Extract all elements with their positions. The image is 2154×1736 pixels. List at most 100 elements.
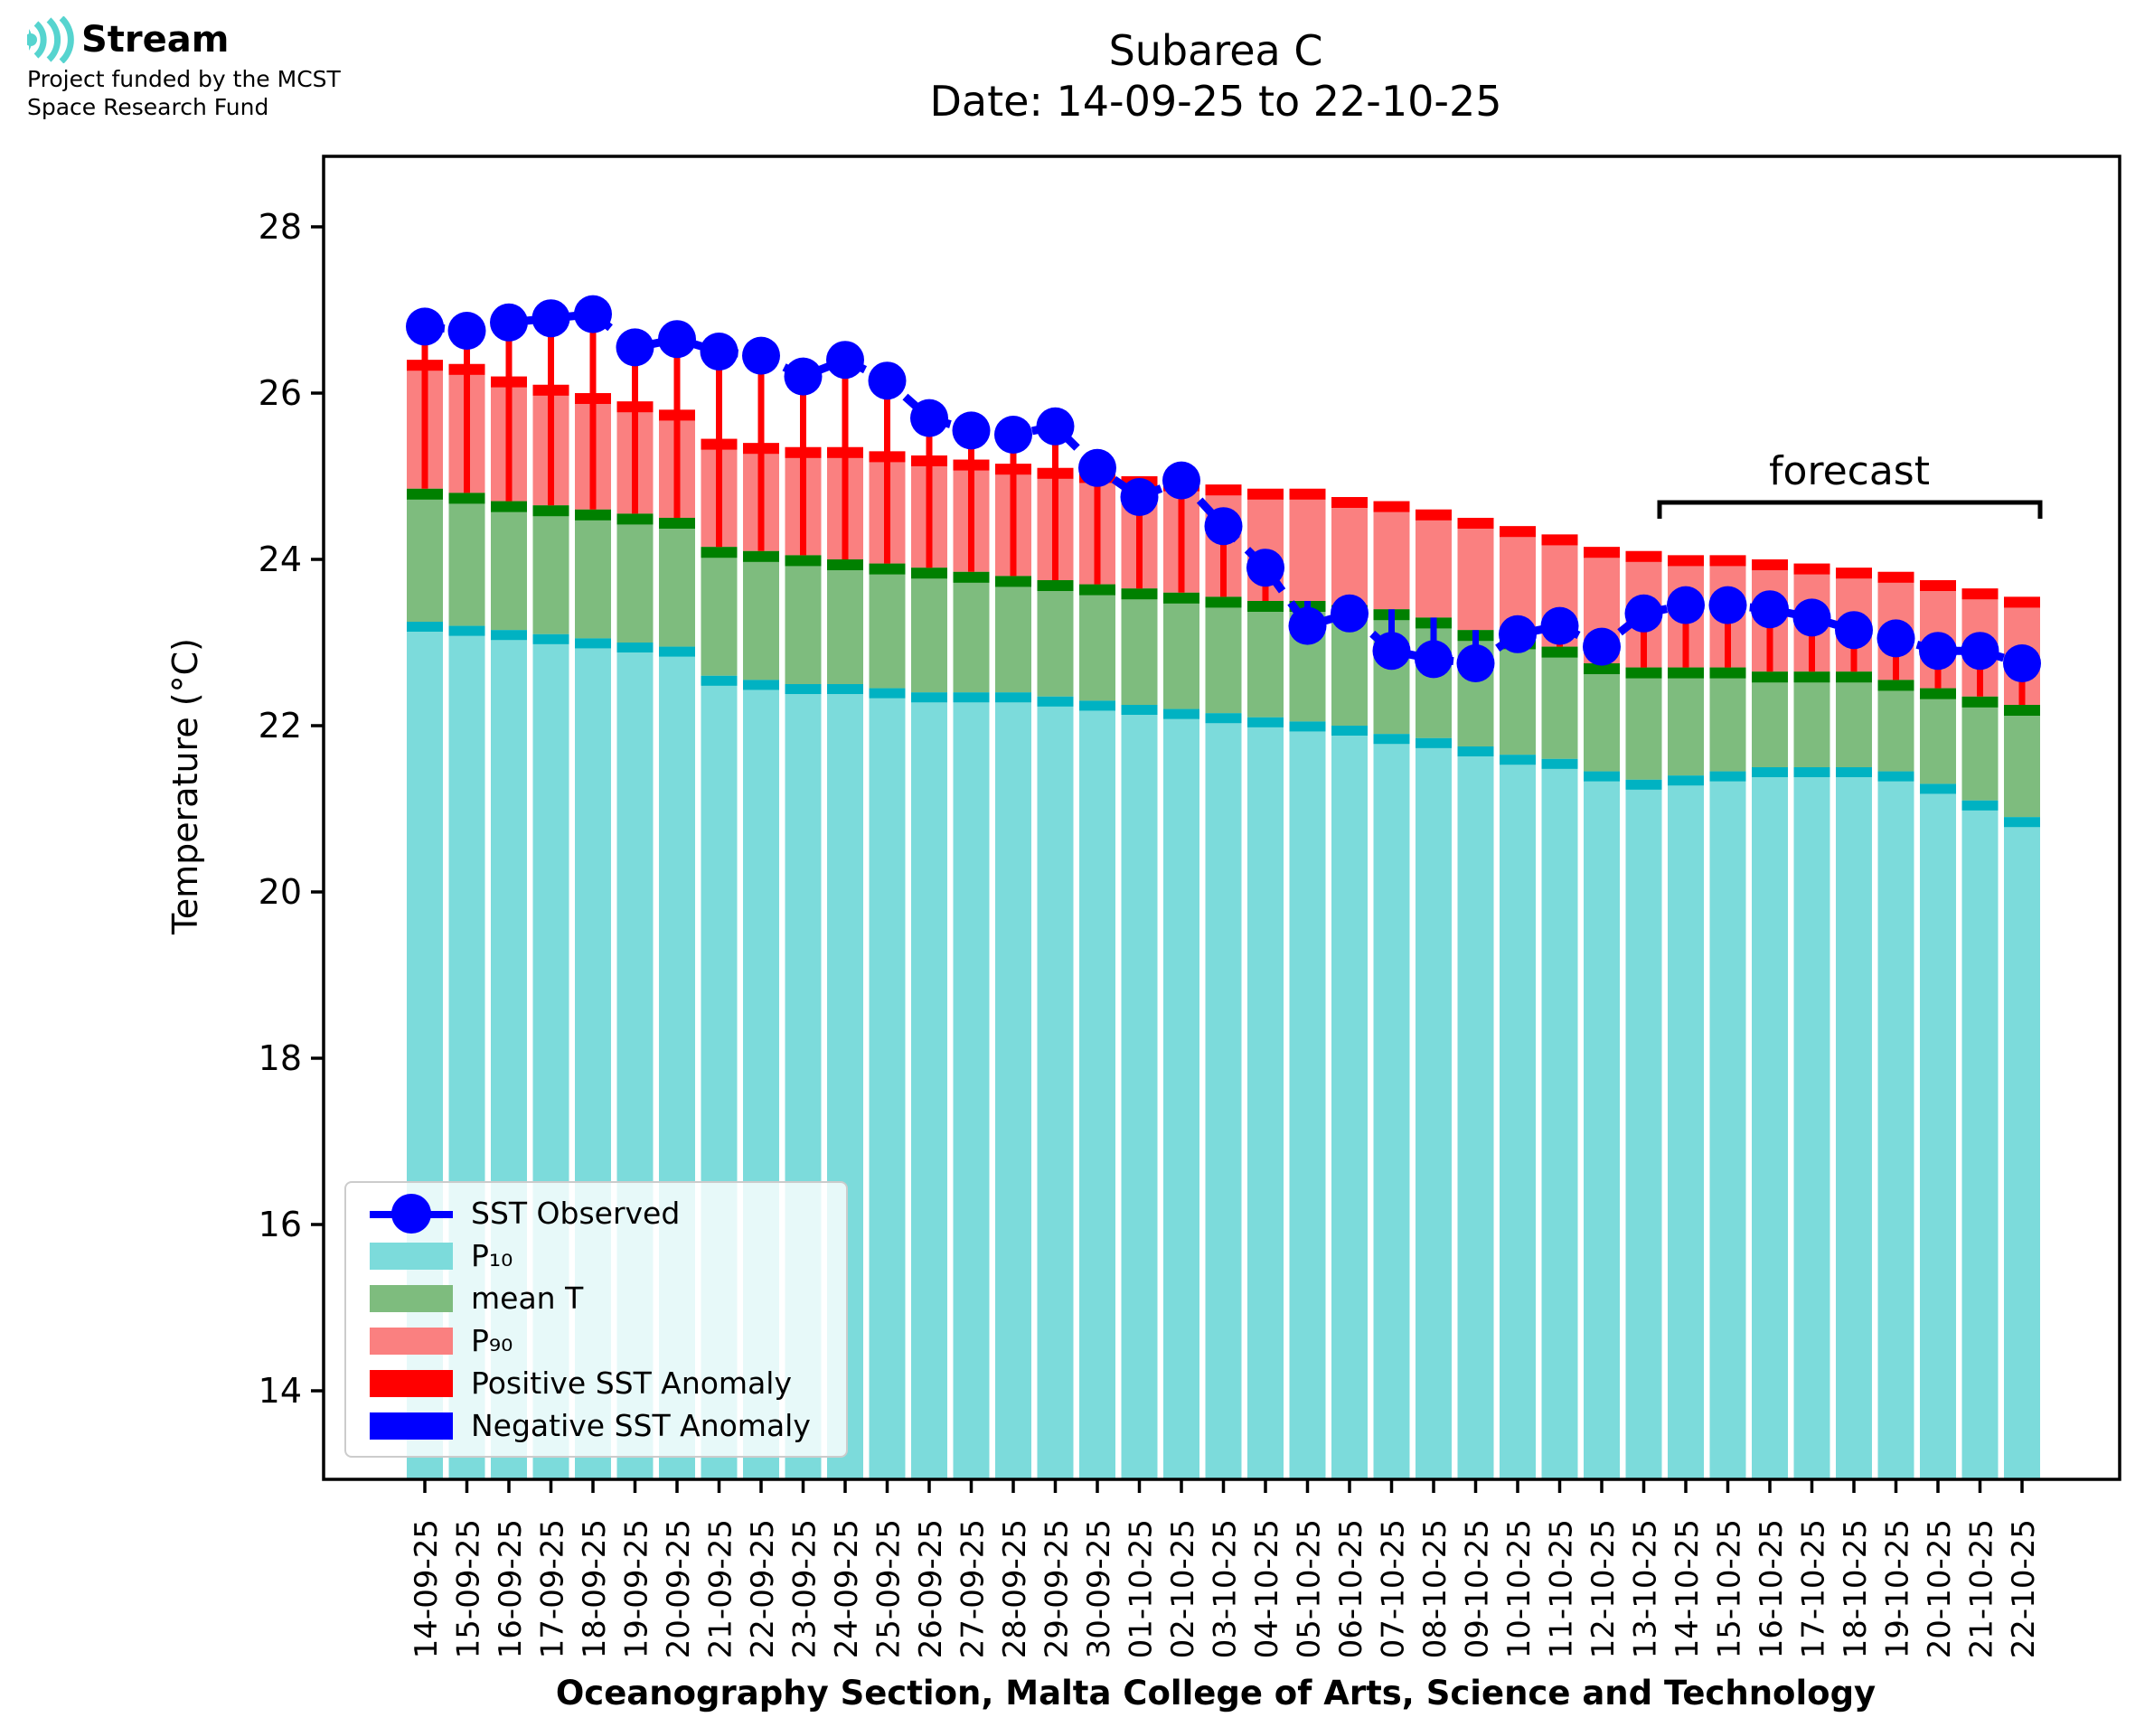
p90-cap	[1625, 550, 1662, 562]
x-tick-label: 11-10-25	[1544, 1519, 1580, 1658]
p90-cap	[1205, 484, 1242, 496]
sst-observed-marker	[1331, 594, 1369, 633]
sst-observed-marker	[1372, 632, 1411, 671]
p10-bar	[869, 688, 906, 1479]
p90-cap	[1541, 534, 1578, 546]
mean-cap	[953, 571, 990, 583]
p10-bar	[1331, 726, 1368, 1479]
x-tick-label: 19-09-25	[619, 1519, 655, 1658]
sst-observed-marker	[1162, 461, 1200, 500]
p90-cap	[1331, 497, 1368, 508]
mean-cap	[532, 505, 569, 517]
p10-cap	[1331, 726, 1368, 736]
x-tick-label: 12-10-25	[1585, 1519, 1622, 1658]
p90-cap	[1836, 568, 1872, 579]
mean-bar	[1920, 688, 1956, 784]
p90-cap	[1416, 509, 1452, 521]
mean-cap	[1541, 646, 1578, 658]
x-tick-label: 21-10-25	[1964, 1519, 2000, 1658]
p90-bar	[1331, 497, 1368, 605]
funding-text-line1: Project funded by the MCST	[27, 66, 341, 92]
p10-cap	[1416, 737, 1452, 748]
p10-cap	[1961, 800, 1999, 811]
x-tick-label: 22-10-25	[2006, 1519, 2042, 1658]
p10-bar	[1247, 717, 1284, 1479]
mean-cap	[701, 547, 738, 558]
x-tick-label: 01-10-25	[1124, 1519, 1160, 1658]
mean-cap	[1709, 667, 1746, 679]
p10-cap	[1163, 708, 1199, 719]
sst-observed-marker	[1540, 606, 1579, 645]
mean-bar	[659, 518, 695, 647]
mean-bar	[1793, 671, 1830, 767]
legend-entry-negative-sst-anomaly: Negative SST Anomaly	[370, 1408, 846, 1444]
p10-bar	[1373, 734, 1410, 1479]
y-tick-label: 24	[259, 540, 302, 579]
legend-label: SST Observed	[471, 1196, 681, 1231]
sst-observed-marker	[1708, 586, 1747, 624]
y-tick-label: 16	[259, 1205, 302, 1244]
x-tick-label: 16-10-25	[1754, 1519, 1790, 1658]
sst-observed-marker	[994, 416, 1032, 454]
plot-frame	[322, 155, 2121, 1481]
mean-cap	[911, 568, 947, 579]
p10-bar	[1416, 737, 1452, 1479]
y-tick-label: 18	[259, 1038, 302, 1078]
p10-cap	[953, 692, 990, 703]
sst-observed-marker	[1751, 590, 1789, 629]
x-tick-label: 10-10-25	[1501, 1519, 1538, 1658]
mean-bar	[448, 493, 485, 626]
p10-bar	[1457, 746, 1494, 1479]
p10-bar	[1877, 771, 1914, 1479]
legend-label: Negative SST Anomaly	[471, 1408, 811, 1443]
p10-bar	[953, 692, 990, 1479]
p90-cap	[1373, 501, 1410, 512]
p90-cap	[2004, 596, 2040, 608]
mean-bar	[701, 547, 738, 676]
p10-bar	[1079, 700, 1115, 1479]
p10-cap	[1668, 775, 1704, 786]
p10-cap	[1541, 758, 1578, 769]
p90-cap	[1584, 547, 1620, 558]
mean-cap	[785, 555, 822, 567]
p90-bar	[1373, 501, 1410, 610]
sst-observed-marker	[868, 361, 907, 400]
mean-cap	[827, 559, 863, 570]
mean-bar	[1752, 671, 1788, 767]
mean-cap	[448, 493, 485, 504]
mean-bar	[869, 563, 906, 689]
p10-cap	[1247, 717, 1284, 727]
sst-observed-marker	[1036, 407, 1075, 446]
sst-observed-marker	[826, 341, 864, 380]
p10-cap	[448, 625, 485, 636]
p90-bar	[1416, 509, 1452, 618]
p90-cap	[1247, 488, 1284, 500]
mean-bar	[1121, 588, 1158, 705]
sst-observed-marker	[742, 336, 780, 375]
x-tick-label: 03-10-25	[1208, 1519, 1244, 1658]
x-tick-label: 28-09-25	[997, 1519, 1033, 1658]
sst-observed-marker	[1456, 644, 1495, 682]
sst-observed-marker	[1792, 598, 1831, 637]
mean-bar	[1877, 680, 1914, 772]
mean-cap	[1877, 680, 1914, 691]
chart-subtitle-date-range: Date: 14-09-25 to 22-10-25	[929, 77, 1502, 126]
p10-bar	[1500, 755, 1536, 1479]
x-tick-label: 13-10-25	[1628, 1519, 1664, 1658]
mean-bar	[1205, 596, 1242, 714]
sst-observed-marker	[2003, 644, 2041, 682]
x-tick-label: 05-10-25	[1292, 1519, 1328, 1658]
sst-observed-marker	[700, 333, 738, 371]
p10-bar	[1961, 800, 1999, 1479]
x-tick-label: 20-10-25	[1922, 1519, 1958, 1658]
p90-cap	[1877, 571, 1914, 583]
stream-logo-icon	[24, 15, 76, 64]
mean-bar	[1247, 601, 1284, 718]
sst-observed-marker	[1288, 606, 1327, 645]
mean-cap	[407, 488, 443, 500]
x-tick-label: 15-10-25	[1712, 1519, 1748, 1658]
mean-cap	[491, 501, 527, 512]
mean-bar	[616, 513, 654, 643]
sst-observed-marker	[1624, 594, 1663, 633]
mean-cap	[1836, 671, 1872, 683]
